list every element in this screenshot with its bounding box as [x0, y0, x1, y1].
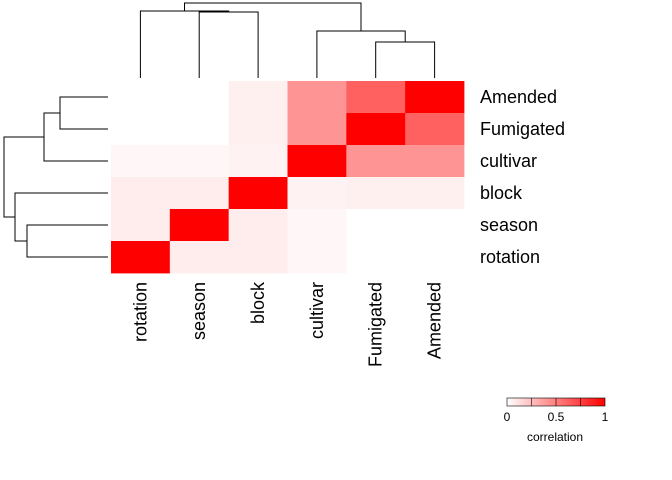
- dendrogram-branch: [184, 2, 362, 31]
- heatmap-cell: [228, 241, 288, 274]
- dendrogram-branch: [3, 136, 44, 218]
- column-label: season: [189, 282, 209, 340]
- heatmap-cell: [111, 209, 171, 242]
- heatmap-cell: [405, 177, 465, 210]
- dendrogram-branch: [59, 96, 108, 130]
- heatmap-cell: [346, 145, 406, 178]
- heatmap-cell: [346, 177, 406, 210]
- heatmap-cell: [228, 209, 288, 242]
- legend-tick-label: 0.5: [548, 410, 565, 424]
- column-labels: rotation season block cultivar Fumigated Amen…: [130, 281, 444, 367]
- column-label: Fumigated: [366, 282, 386, 367]
- heatmap-cell: [169, 209, 230, 242]
- row-label: rotation: [480, 247, 540, 267]
- dendrogram-branch: [198, 11, 259, 78]
- column-label: cultivar: [307, 282, 327, 339]
- column-label: block: [248, 281, 268, 324]
- heatmap-cell: [346, 81, 406, 114]
- heatmap-cell: [169, 113, 230, 146]
- heatmap-cell: [169, 241, 230, 274]
- heatmap-cell: [287, 113, 347, 146]
- heatmap-cell: [169, 177, 230, 210]
- heatmap-cell: [228, 177, 288, 210]
- heatmap-cell: [228, 145, 288, 178]
- heatmap-cell: [287, 145, 347, 178]
- heatmap-cell: [111, 113, 171, 146]
- heatmap-cell: [287, 241, 347, 274]
- heatmap-cell: [405, 209, 465, 242]
- column-dendrogram: [139, 2, 436, 78]
- legend-ticks: 0 0.5 1: [504, 398, 609, 424]
- column-label: Amended: [425, 282, 445, 359]
- dendrogram-branch: [43, 112, 108, 162]
- heatmap-cell: [228, 81, 288, 114]
- column-label: rotation: [130, 282, 150, 342]
- heatmap-cell: [169, 145, 230, 178]
- heatmap-cell: [111, 81, 171, 114]
- heatmap-cells: [111, 81, 465, 274]
- row-label: block: [480, 183, 523, 203]
- row-label: Amended: [480, 87, 557, 107]
- heatmap-cell: [169, 81, 230, 114]
- heatmap-cell: [228, 113, 288, 146]
- dendrogram-branch: [375, 41, 436, 78]
- legend-tick-label: 1: [602, 410, 609, 424]
- heatmap-cell: [405, 81, 465, 114]
- dendrogram-branch: [14, 192, 108, 242]
- heatmap-cell: [346, 209, 406, 242]
- color-legend: 0 0.5 1 correlation: [504, 397, 609, 444]
- row-dendrogram: [3, 96, 108, 258]
- heatmap-cell: [405, 113, 465, 146]
- row-label: cultivar: [480, 151, 537, 171]
- dendrogram-branch: [139, 10, 230, 78]
- heatmap-cell: [287, 209, 347, 242]
- heatmap-cell: [111, 241, 171, 274]
- legend-title: correlation: [527, 430, 583, 444]
- legend-tick-label: 0: [504, 410, 511, 424]
- heatmap-cell: [346, 241, 406, 274]
- heatmap-cell: [287, 177, 347, 210]
- row-label: Fumigated: [480, 119, 565, 139]
- heatmap-cell: [346, 113, 406, 146]
- heatmap-cell: [405, 145, 465, 178]
- row-label: season: [480, 215, 538, 235]
- heatmap-cell: [111, 145, 171, 178]
- dendrogram-branch: [26, 224, 108, 258]
- dendrogram-branch: [316, 30, 406, 78]
- heatmap-cell: [111, 177, 171, 210]
- heatmap-cell: [405, 241, 465, 274]
- heatmap-cell: [287, 81, 347, 114]
- row-labels: Amended Fumigated cultivar block season rotat…: [480, 87, 565, 267]
